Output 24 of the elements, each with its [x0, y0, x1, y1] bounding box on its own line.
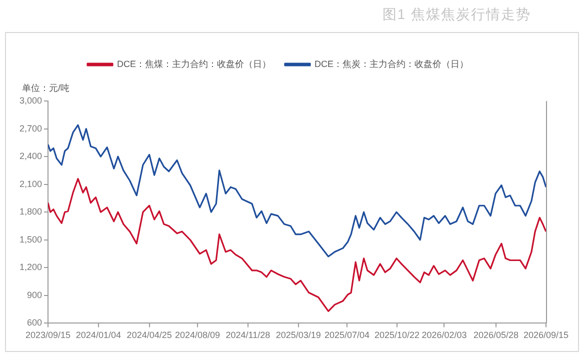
- x-tick-label: 2025/10/22: [374, 330, 420, 340]
- x-tick-label: 2026/02/03: [422, 330, 467, 340]
- y-tick-label: 2,400: [19, 151, 42, 162]
- y-tick-label: 1,200: [19, 262, 42, 272]
- y-tick-label: 2,100: [19, 178, 42, 189]
- x-tick-label: 2024/01/04: [76, 330, 121, 340]
- legend-label: DCE：焦煤：主力合约：收盘价（日）: [117, 58, 272, 69]
- x-tick-label: 2025/03/19: [276, 330, 321, 340]
- x-tick-label: 2026/05/28: [473, 330, 519, 340]
- x-tick-label: 2024/08/09: [174, 330, 220, 340]
- y-tick-label: 1,500: [19, 234, 42, 244]
- x-tick-label: 2026/09/15: [523, 330, 569, 340]
- x-tick-label: 2023/09/15: [25, 330, 71, 340]
- legend-label: DCE：焦炭：主力合约：收盘价（日）: [314, 58, 469, 69]
- y-tick-label: 2,700: [19, 123, 42, 134]
- y-tick-label: 600: [26, 318, 42, 328]
- chart-title: 图1 焦煤焦炭行情走势: [382, 6, 531, 24]
- x-tick-label: 2024/04/25: [126, 330, 172, 340]
- y-axis-title: 单位：元/吨: [22, 82, 70, 95]
- y-tick-label: 3,000: [19, 95, 42, 106]
- y-tick-label: 900: [26, 290, 42, 300]
- x-tick-label: 2025/07/04: [324, 330, 370, 340]
- y-tick-label: 1,800: [19, 206, 42, 217]
- x-tick-label: 2024/11/28: [226, 330, 270, 340]
